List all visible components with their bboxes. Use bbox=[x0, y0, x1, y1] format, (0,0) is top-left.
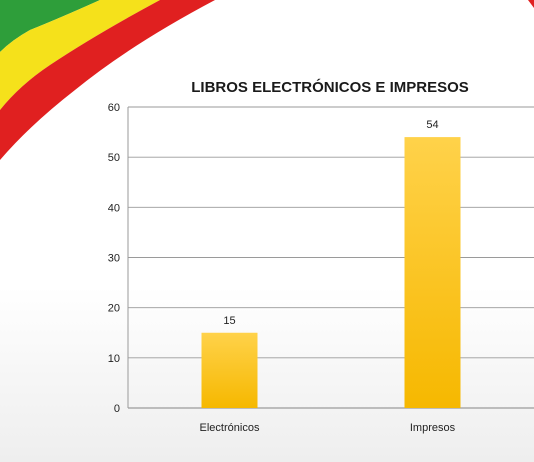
y-tick-label: 60 bbox=[108, 102, 120, 114]
chart-title: LIBROS ELECTRÓNICOS E IMPRESOS bbox=[191, 78, 469, 96]
flag-corner-fragment bbox=[528, 0, 534, 8]
x-category-label: Impresos bbox=[410, 422, 456, 434]
y-tick-label: 10 bbox=[108, 353, 120, 365]
flag-green-band bbox=[0, 0, 100, 52]
x-category-label: Electrónicos bbox=[200, 422, 260, 434]
y-tick-label: 30 bbox=[108, 253, 120, 265]
data-label: 15 bbox=[223, 315, 235, 327]
flag-yellow-band bbox=[0, 0, 160, 110]
y-tick-label: 0 bbox=[114, 403, 120, 415]
data-label: 54 bbox=[426, 119, 438, 131]
bar-2 bbox=[404, 137, 461, 408]
flag-red-band bbox=[0, 0, 215, 160]
y-tick-label: 20 bbox=[108, 303, 120, 315]
bar-1 bbox=[201, 332, 258, 408]
y-tick-label: 50 bbox=[108, 152, 120, 164]
y-tick-label: 40 bbox=[108, 202, 120, 214]
